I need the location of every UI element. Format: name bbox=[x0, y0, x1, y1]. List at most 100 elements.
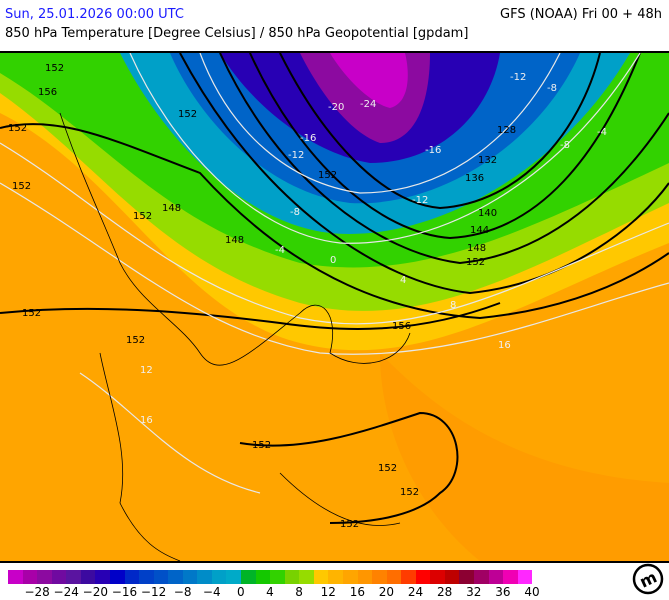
geopotential-label: 136 bbox=[465, 173, 484, 184]
temperature-label: -20 bbox=[328, 102, 344, 113]
legend-tick: 32 bbox=[466, 585, 482, 599]
temperature-label: 12 bbox=[140, 365, 153, 376]
legend-tick: −28 bbox=[24, 585, 50, 599]
geopotential-contours bbox=[0, 53, 669, 524]
legend-tick: 24 bbox=[407, 585, 424, 599]
geopotential-label: 152 bbox=[126, 335, 145, 346]
legend-tick: −24 bbox=[53, 585, 79, 599]
meteologix-logo: m bbox=[632, 563, 664, 595]
temperature-label: -24 bbox=[360, 99, 376, 110]
color-scale-ticks: −28 −24 −20 −16 −12 −8 −4 0 4 8 12 16 20 24 28 32 36 40 bbox=[8, 585, 539, 599]
geopotential-label: 152 bbox=[45, 63, 64, 74]
legend-swatch bbox=[153, 570, 169, 584]
legend-swatch bbox=[168, 570, 183, 584]
geopotential-label: 156 bbox=[38, 87, 57, 98]
legend-tick: −8 bbox=[173, 585, 192, 599]
legend-swatch bbox=[415, 570, 431, 584]
geopotential-label: 152 bbox=[340, 519, 359, 530]
geopotential-label: 152 bbox=[12, 181, 31, 192]
temperature-label: 4 bbox=[400, 275, 406, 286]
geopotential-label: 152 bbox=[22, 308, 41, 319]
legend-tick: 28 bbox=[437, 585, 453, 599]
legend-swatch bbox=[124, 570, 140, 584]
svg-text:m: m bbox=[637, 567, 660, 591]
geopotential-label: 152 bbox=[378, 463, 397, 474]
temperature-label: -12 bbox=[510, 72, 526, 83]
parameter-title: 850 hPa Temperature [Degree Celsius] / 8… bbox=[5, 26, 469, 41]
geopotential-label: 152 bbox=[400, 487, 419, 498]
legend-tick: 4 bbox=[266, 585, 274, 599]
geopotential-label: 144 bbox=[470, 225, 489, 236]
legend-swatch bbox=[284, 570, 300, 584]
legend-swatch bbox=[357, 570, 373, 584]
geopotential-label: 128 bbox=[497, 125, 516, 136]
temperature-label: -4 bbox=[597, 127, 607, 138]
forecast-date: Sun, 25.01.2026 00:00 UTC bbox=[5, 7, 184, 22]
legend-tick: −4 bbox=[202, 585, 221, 599]
geopotential-label: 152 bbox=[252, 440, 271, 451]
legend-swatch bbox=[459, 570, 474, 584]
legend-swatch bbox=[270, 570, 285, 584]
model-run: GFS (NOAA) Fri 00 + 48h bbox=[500, 7, 662, 22]
legend-tick: 36 bbox=[495, 585, 511, 599]
legend-tick: 12 bbox=[320, 585, 336, 599]
legend-swatch bbox=[401, 570, 416, 584]
geopotential-label: 152 bbox=[318, 170, 337, 181]
temperature-label: -16 bbox=[300, 133, 316, 144]
legend-tick: 40 bbox=[524, 585, 540, 599]
legend-swatch bbox=[226, 570, 241, 584]
legend-swatch bbox=[255, 570, 271, 584]
contour-labels: 152 156 152 152 148 152 152 148 152 128 132 136 140 1… bbox=[8, 63, 607, 530]
geopotential-label: 156 bbox=[392, 321, 411, 332]
legend-swatch bbox=[342, 570, 358, 584]
legend-swatch bbox=[488, 570, 504, 584]
legend-swatch bbox=[372, 570, 387, 584]
legend-swatch bbox=[299, 570, 314, 584]
temperature-label: -8 bbox=[290, 207, 300, 218]
temperature-label: 16 bbox=[498, 340, 511, 351]
temperature-label: -16 bbox=[425, 145, 441, 156]
temperature-label: -12 bbox=[288, 150, 304, 161]
geopotential-label: 152 bbox=[133, 211, 152, 222]
legend-tick: −12 bbox=[140, 585, 167, 599]
weather-map[interactable]: 152 156 152 152 148 152 152 148 152 128 132 136 140 1… bbox=[0, 51, 669, 563]
geopotential-label: 148 bbox=[467, 243, 486, 254]
geopotential-label: 140 bbox=[478, 208, 497, 219]
geopotential-label: 132 bbox=[478, 155, 497, 166]
temperature-label: 16 bbox=[140, 415, 153, 426]
legend-swatch bbox=[8, 570, 23, 584]
color-scale-legend bbox=[8, 570, 533, 584]
legend-swatch bbox=[474, 570, 489, 584]
legend-swatch bbox=[182, 570, 198, 584]
legend-swatch bbox=[386, 570, 402, 584]
legend-tick: −20 bbox=[82, 585, 108, 599]
geopotential-label: 148 bbox=[225, 235, 244, 246]
legend-tick: 0 bbox=[237, 585, 245, 599]
legend-tick: 8 bbox=[295, 585, 303, 599]
legend-swatch bbox=[22, 570, 38, 584]
legend-swatch bbox=[37, 570, 52, 584]
legend-swatch bbox=[95, 570, 110, 584]
temperature-label: -8 bbox=[560, 140, 570, 151]
legend-swatch bbox=[66, 570, 81, 584]
legend-tick: −16 bbox=[111, 585, 138, 599]
legend-swatch bbox=[139, 570, 154, 584]
legend-swatch bbox=[241, 570, 256, 584]
temperature-label: -8 bbox=[547, 83, 557, 94]
temperature-label: -12 bbox=[412, 195, 428, 206]
temperature-contours bbox=[0, 53, 669, 494]
legend-swatch bbox=[313, 570, 329, 584]
legend-swatch bbox=[80, 570, 96, 584]
legend-tick: 16 bbox=[349, 585, 365, 599]
legend-swatch bbox=[430, 570, 445, 584]
legend-swatch bbox=[211, 570, 227, 584]
geopotential-label: 152 bbox=[466, 257, 485, 268]
geopotential-label: 152 bbox=[8, 123, 27, 134]
legend-swatch bbox=[328, 570, 343, 584]
temperature-label: -4 bbox=[275, 245, 285, 256]
coastlines bbox=[59, 112, 411, 561]
legend-swatch bbox=[444, 570, 460, 584]
legend-swatch bbox=[197, 570, 212, 584]
legend-swatch bbox=[503, 570, 518, 584]
legend-swatch bbox=[517, 570, 533, 584]
